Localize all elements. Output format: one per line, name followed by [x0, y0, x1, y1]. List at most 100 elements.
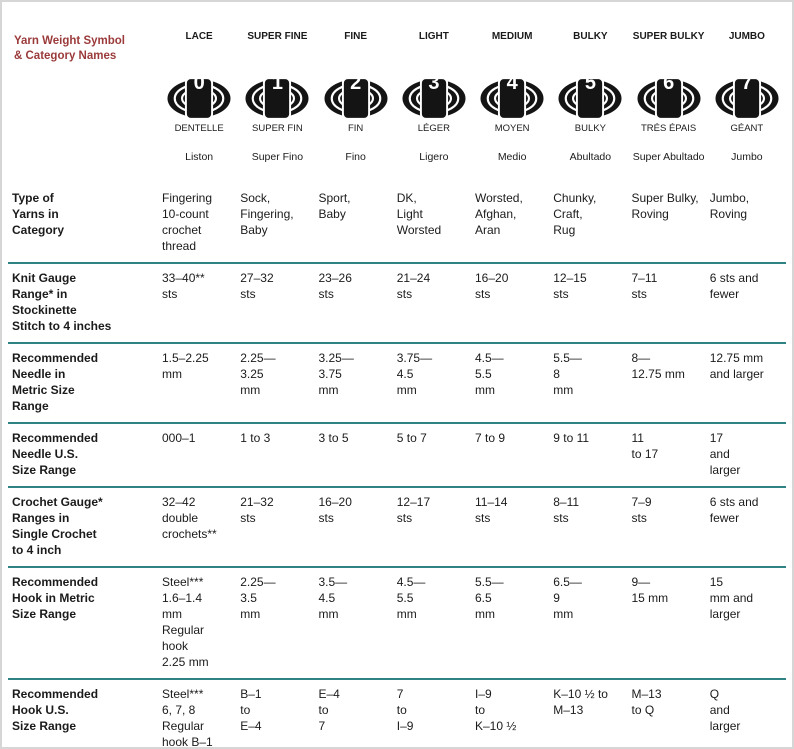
- cell: E–4 to 7: [318, 687, 340, 733]
- column-name: LACE: [185, 31, 213, 42]
- cell: 8— 12.75 mm: [631, 351, 685, 381]
- cell: 12–17 sts: [396, 495, 431, 525]
- yarn-skein-icon: 5: [558, 61, 622, 120]
- table-row-hook-us: Recommended Hook U.S. Size Range Steel**…: [8, 679, 786, 749]
- cell: K–10 ½ to M–13: [553, 687, 608, 717]
- yarn-skein-icon: 4: [480, 61, 544, 120]
- cell: 16–20 sts: [475, 271, 509, 301]
- cell: 5.5— 8 mm: [553, 351, 582, 397]
- cell: 33–40** sts: [162, 271, 205, 301]
- column-header-light: LIGHT 3 LÉGER Ligero: [395, 8, 473, 184]
- column-alt-name-2: Fino: [345, 151, 366, 163]
- yarn-skein-icon: 2: [324, 61, 388, 120]
- skein-number: 2: [350, 72, 362, 94]
- column-name: LIGHT: [418, 31, 449, 42]
- cell: B–1 to E–4: [240, 687, 262, 733]
- cell: 12–15 sts: [553, 271, 587, 301]
- column-alt-name-2: Abultado: [569, 151, 612, 163]
- table-row-hook-metric: Recommended Hook in Metric Size Range St…: [8, 567, 786, 679]
- cell: 15 mm and larger: [709, 575, 754, 621]
- cell: 3.5— 4.5 mm: [318, 575, 348, 621]
- column-alt-name-1: BULKY: [574, 123, 606, 134]
- row-label-needle-us: Recommended Needle U.S. Size Range: [12, 431, 99, 477]
- cell: M–13 to Q: [631, 687, 662, 717]
- cell: 11–14 sts: [475, 495, 508, 525]
- yarn-weight-table: Yarn Weight Symbol & Category Names LACE…: [8, 8, 786, 749]
- cell: 3.75— 4.5 mm: [396, 351, 433, 397]
- column-header-super-bulky: SUPER BULKY 6 TRÉS ÉPAIS Super Abultado: [630, 8, 708, 184]
- skein-number: 0: [193, 72, 205, 94]
- table-row-crochet-gauge: Crochet Gauge* Ranges in Single Crochet …: [8, 487, 786, 567]
- cell: 7 to 9: [475, 431, 506, 445]
- cell: 27–32 sts: [240, 271, 274, 301]
- cell: 3 to 5: [318, 431, 349, 445]
- column-alt-name-2: Super Abultado: [632, 151, 705, 163]
- cell: 2.25— 3.5 mm: [240, 575, 276, 621]
- column-alt-name-1: LÉGER: [417, 123, 450, 134]
- column-header-bulky: BULKY 5 BULKY Abultado: [551, 8, 629, 184]
- cell: 1 to 3: [240, 431, 271, 445]
- corner-cell: Yarn Weight Symbol & Category Names: [8, 8, 160, 184]
- page-title: Yarn Weight Symbol & Category Names: [14, 35, 125, 62]
- cell: 3.25— 3.75 mm: [318, 351, 354, 397]
- column-alt-name-2: Super Fino: [251, 151, 304, 163]
- cell: 6 sts and fewer: [709, 495, 759, 525]
- cell: 8–11 sts: [553, 495, 580, 525]
- cell: 9 to 11: [553, 431, 590, 445]
- cell: 4.5— 5.5 mm: [475, 351, 504, 397]
- cell: 1.5–2.25 mm: [162, 351, 209, 381]
- cell: 2.25— 3.25 mm: [240, 351, 276, 397]
- row-label-needle-metric: Recommended Needle in Metric Size Range: [12, 351, 99, 413]
- yarn-skein-icon: 0: [167, 61, 231, 120]
- table-row-needle-us: Recommended Needle U.S. Size Range 000–1…: [8, 423, 786, 487]
- yarn-skein-icon: 7: [715, 61, 779, 120]
- cell: 5 to 7: [396, 431, 427, 445]
- skein-number: 4: [506, 72, 518, 94]
- cell: 32–42 double crochets**: [162, 495, 217, 541]
- column-header-medium: MEDIUM 4 MOYEN Medio: [473, 8, 551, 184]
- cell: 7–9 sts: [631, 495, 652, 525]
- cell: DK, Light Worsted: [396, 191, 442, 237]
- column-alt-name-1: TRÉS ÉPAIS: [640, 123, 697, 134]
- skein-number: 5: [584, 72, 596, 94]
- skein-number: 6: [663, 72, 675, 94]
- cell: Chunky, Craft, Rug: [553, 191, 597, 237]
- row-label-knit-gauge: Knit Gauge Range* in Stockinette Stitch …: [12, 271, 112, 333]
- cell: 17 and larger: [709, 431, 741, 477]
- cell: I–9 to K–10 ½: [475, 687, 517, 733]
- cell: Worsted, Afghan, Aran: [475, 191, 523, 237]
- column-alt-name-1: FIN: [347, 123, 364, 134]
- column-alt-name-1: GÉANT: [730, 123, 764, 134]
- cell: Fingering 10-count crochet thread: [162, 191, 213, 253]
- table-row-needle-metric: Recommended Needle in Metric Size Range …: [8, 343, 786, 423]
- column-name: SUPER FINE: [247, 31, 308, 42]
- cell: Sport, Baby: [318, 191, 351, 221]
- column-header-jumbo: JUMBO 7 GÉANT Jumbo: [708, 8, 786, 184]
- column-alt-name-2: Medio: [497, 151, 527, 163]
- header-row: Yarn Weight Symbol & Category Names LACE…: [8, 8, 786, 184]
- cell: 11 to 17: [631, 431, 659, 461]
- cell: Steel*** 6, 7, 8 Regular hook B–1: [162, 687, 213, 749]
- row-label-yarn-types: Type of Yarns in Category: [12, 191, 65, 237]
- column-name: JUMBO: [728, 31, 765, 42]
- skein-number: 7: [741, 72, 753, 94]
- cell: 21–24 sts: [396, 271, 431, 301]
- yarn-skein-icon: 1: [245, 61, 309, 120]
- cell: 7–11 sts: [631, 271, 658, 301]
- column-header-fine: FINE 2 FIN Fino: [317, 8, 395, 184]
- cell: 6.5— 9 mm: [553, 575, 582, 621]
- row-label-hook-metric: Recommended Hook in Metric Size Range: [12, 575, 99, 621]
- cell: 7 to I–9: [396, 687, 414, 733]
- column-alt-name-2: Ligero: [419, 151, 449, 163]
- cell: 21–32 sts: [240, 495, 274, 525]
- table-row-knit-gauge: Knit Gauge Range* in Stockinette Stitch …: [8, 263, 786, 343]
- column-alt-name-2: Liston: [185, 151, 214, 163]
- column-name: SUPER BULKY: [632, 31, 705, 42]
- column-name: FINE: [344, 31, 368, 42]
- cell: 5.5— 6.5 mm: [475, 575, 504, 621]
- column-name: BULKY: [573, 31, 608, 42]
- cell: 23–26 sts: [318, 271, 352, 301]
- cell: 6 sts and fewer: [709, 271, 759, 301]
- cell: Q and larger: [709, 687, 741, 733]
